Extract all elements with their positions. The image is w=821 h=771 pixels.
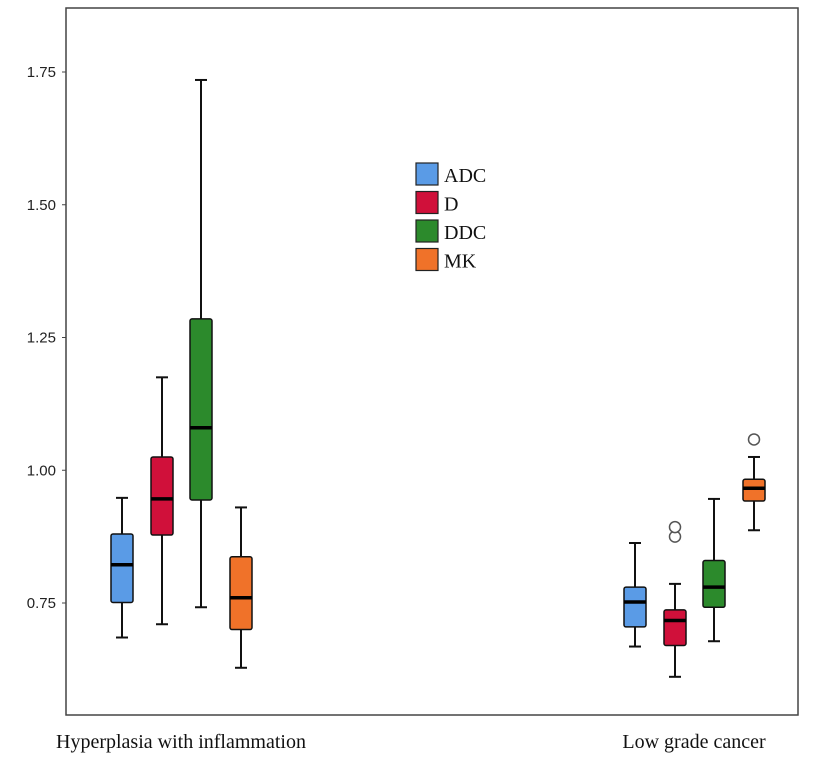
x-axis-labels: Hyperplasia with inflammation Low grade c… bbox=[56, 731, 766, 753]
box-adc-2 bbox=[623, 541, 647, 648]
iqr-box bbox=[663, 609, 687, 647]
legend-label-ddc: DDC bbox=[444, 222, 486, 244]
iqr-box bbox=[702, 559, 726, 608]
box-plots bbox=[110, 78, 766, 678]
iqr-box bbox=[229, 556, 253, 631]
box-mk-1 bbox=[229, 506, 253, 669]
iqr-box bbox=[189, 318, 213, 501]
legend: ADC D DDC MK bbox=[415, 162, 486, 273]
legend-swatch-d bbox=[415, 190, 439, 215]
box-ddc-2 bbox=[702, 497, 726, 643]
y-axis: 0.75 1.00 1.25 1.50 1.75 bbox=[27, 64, 66, 612]
legend-swatch-mk bbox=[415, 247, 439, 272]
x-category-label: Low grade cancer bbox=[622, 731, 766, 753]
iqr-box bbox=[623, 586, 647, 628]
y-tick-label: 1.25 bbox=[27, 330, 56, 347]
legend-label-adc: ADC bbox=[444, 165, 486, 187]
iqr-box bbox=[150, 456, 174, 536]
y-tick-label: 1.50 bbox=[27, 197, 56, 214]
iqr-box bbox=[110, 533, 134, 604]
box-d-2 bbox=[663, 520, 687, 678]
y-tick-label: 1.00 bbox=[27, 462, 56, 479]
box-adc-1 bbox=[110, 496, 134, 639]
x-category-label: Hyperplasia with inflammation bbox=[56, 731, 306, 753]
box-d-1 bbox=[150, 376, 174, 626]
legend-label-mk: MK bbox=[444, 251, 477, 273]
legend-swatch-ddc bbox=[415, 219, 439, 243]
outlier-point bbox=[747, 433, 761, 446]
plot-frame bbox=[65, 7, 799, 716]
outlier-point bbox=[668, 520, 682, 534]
box-ddc-1 bbox=[189, 78, 213, 609]
y-tick-label: 0.75 bbox=[27, 595, 56, 612]
legend-label-d: D bbox=[444, 194, 458, 216]
box-mk-2 bbox=[742, 433, 766, 532]
legend-swatch-adc bbox=[415, 162, 439, 186]
iqr-box bbox=[742, 478, 766, 502]
y-tick-label: 1.75 bbox=[27, 64, 56, 81]
